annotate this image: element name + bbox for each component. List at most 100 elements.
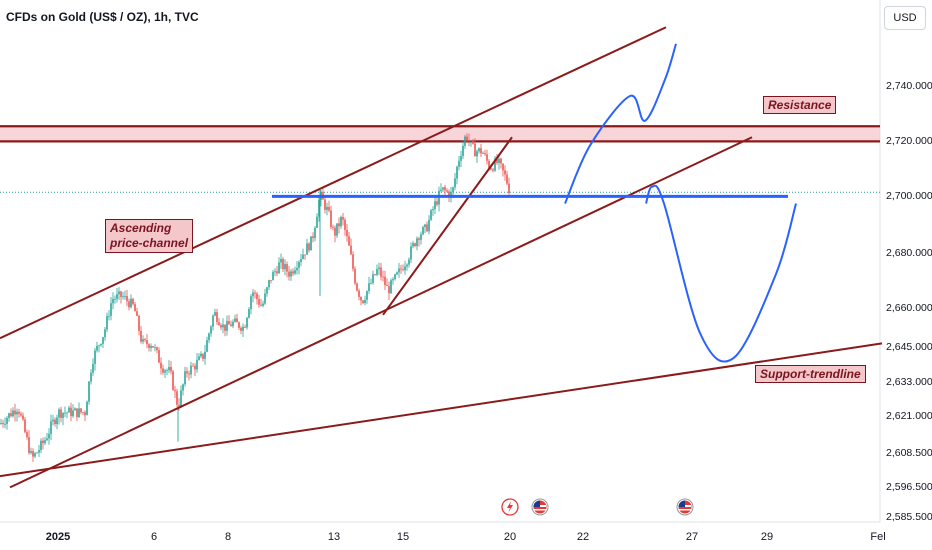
candle-body (234, 318, 236, 322)
annotation-support-trendline[interactable]: Support-trendline (755, 365, 866, 383)
annotation-resistance[interactable]: Resistance (763, 96, 837, 114)
candle-body (464, 136, 466, 146)
candle-body (494, 158, 496, 171)
candle-body (380, 267, 382, 277)
candle-body (220, 325, 222, 328)
candle-body (6, 418, 8, 424)
candle-body (314, 227, 316, 239)
candle-body (218, 322, 220, 326)
y-tick-label: 2,740.000 (886, 80, 932, 92)
candle-body (192, 365, 194, 367)
candle-body (176, 391, 178, 405)
candle-body (436, 201, 438, 205)
candle-body (506, 174, 508, 184)
candle-body (56, 417, 58, 425)
candle-body (142, 339, 144, 342)
currency-button[interactable]: USD (884, 6, 926, 30)
candle-body (424, 224, 426, 228)
candle-body (290, 271, 292, 277)
candle-body (114, 298, 116, 300)
candle-body (454, 178, 456, 188)
candle-body (32, 451, 34, 457)
candle-body (172, 371, 174, 390)
flag-canton (678, 500, 685, 507)
candle-body (276, 271, 278, 274)
candle-body (348, 236, 350, 246)
candle-body (302, 254, 304, 259)
candle-body (240, 327, 242, 331)
candle-body (188, 373, 190, 375)
x-tick-label: 22 (577, 531, 589, 543)
y-tick-label: 2,700.000 (886, 190, 932, 202)
us-flag-icon[interactable] (676, 498, 694, 516)
us-flag-icon[interactable] (531, 498, 549, 516)
candle-body (460, 156, 462, 161)
candle-body (54, 419, 56, 425)
x-tick-label: 2025 (46, 531, 70, 543)
candle-body (256, 293, 258, 300)
y-tick-label: 2,660.000 (886, 302, 932, 314)
candle-body (468, 140, 470, 142)
candle-body (410, 246, 412, 260)
candle-body (360, 296, 362, 301)
candle-body (414, 243, 416, 247)
candle-body (480, 148, 482, 154)
candle-body (246, 317, 248, 328)
candle-body (196, 359, 198, 370)
candle-body (170, 367, 172, 372)
candle-body (428, 219, 430, 232)
x-tick-label: 8 (225, 531, 231, 543)
candle-body (244, 326, 246, 328)
candle-body (106, 316, 108, 330)
candle-body (38, 450, 40, 453)
candle-body (118, 291, 120, 295)
candle-body (408, 259, 410, 265)
candle-body (148, 344, 150, 348)
candle-body (132, 298, 134, 305)
candle-body (206, 340, 208, 352)
candle-body (180, 390, 182, 407)
candle-body (486, 154, 488, 161)
candle-body (62, 412, 64, 418)
annotation-ascending-channel[interactable]: Ascending price-channel (105, 219, 194, 253)
candle-body (68, 407, 70, 413)
candle-body (294, 270, 296, 274)
x-tick-label: 27 (686, 531, 698, 543)
candle-body (34, 453, 36, 457)
channel-upper-line (0, 26, 667, 340)
candle-body (198, 356, 200, 360)
candle-body (392, 279, 394, 281)
candle-body (364, 299, 366, 303)
candle-body (72, 410, 74, 417)
candle-body (420, 234, 422, 240)
candle-body (70, 407, 72, 417)
price-axis[interactable]: 2,740.000 2,720.000 2,700.000 2,680.000 2,66… (886, 80, 932, 523)
y-tick-label: 2,608.500 (886, 447, 932, 459)
candle-body (134, 304, 136, 312)
candle-body (4, 423, 6, 425)
candle-body (94, 350, 96, 364)
candle-body (450, 192, 452, 198)
candle-body (178, 404, 180, 407)
candle-body (286, 264, 288, 272)
time-axis[interactable]: 2025 6 8 13 15 20 22 27 29 Fel (46, 531, 886, 543)
candle-body (84, 412, 86, 416)
candle-body (238, 322, 240, 328)
support-trendline-line (0, 342, 883, 478)
candle-body (340, 216, 342, 227)
projection-curve-1 (564, 43, 677, 204)
candle-body (100, 343, 102, 346)
candle-body (426, 224, 428, 232)
candle-body (284, 264, 286, 270)
lightning-icon[interactable] (501, 498, 519, 516)
candle-body (230, 324, 232, 327)
candle-body (500, 158, 502, 164)
candle-body (0, 423, 2, 424)
events-layer[interactable] (501, 498, 694, 516)
candle-body (418, 238, 420, 240)
candle-body (422, 227, 424, 235)
candle-body (90, 372, 92, 382)
candle-body (242, 326, 244, 331)
candle-body (52, 419, 54, 422)
